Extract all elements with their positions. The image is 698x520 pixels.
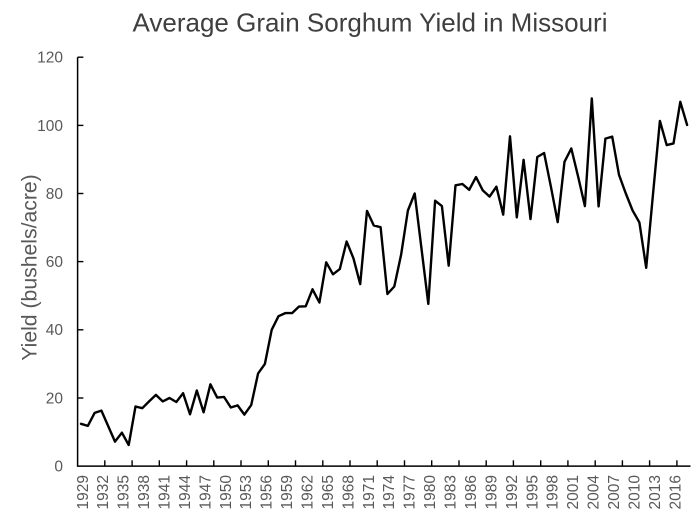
svg-text:1938: 1938 <box>136 475 153 509</box>
svg-text:60: 60 <box>46 254 64 271</box>
svg-text:40: 40 <box>46 322 64 339</box>
svg-text:120: 120 <box>37 50 63 67</box>
svg-text:1935: 1935 <box>116 475 133 509</box>
svg-text:1929: 1929 <box>75 475 92 509</box>
svg-text:1932: 1932 <box>95 475 112 509</box>
svg-text:1980: 1980 <box>422 475 439 510</box>
svg-text:1959: 1959 <box>279 475 296 509</box>
svg-text:2001: 2001 <box>565 475 582 509</box>
svg-text:1995: 1995 <box>524 475 541 509</box>
svg-text:1974: 1974 <box>381 475 398 510</box>
svg-text:1992: 1992 <box>504 475 521 509</box>
svg-text:1956: 1956 <box>259 475 276 509</box>
svg-text:1977: 1977 <box>402 475 419 509</box>
svg-text:2016: 2016 <box>667 475 684 509</box>
svg-text:2010: 2010 <box>626 475 643 510</box>
svg-text:1968: 1968 <box>340 475 357 509</box>
svg-text:Average Grain Sorghum Yield in: Average Grain Sorghum Yield in Missouri <box>133 7 608 37</box>
svg-text:1986: 1986 <box>463 475 480 509</box>
svg-text:2007: 2007 <box>606 475 623 509</box>
svg-text:2004: 2004 <box>586 475 603 510</box>
svg-text:1989: 1989 <box>483 475 500 509</box>
svg-text:2013: 2013 <box>647 475 664 509</box>
svg-text:1965: 1965 <box>320 475 337 509</box>
svg-text:Yield (bushels/acre): Yield (bushels/acre) <box>19 174 42 360</box>
svg-text:80: 80 <box>46 186 64 203</box>
svg-text:1998: 1998 <box>545 475 562 509</box>
svg-text:0: 0 <box>54 459 63 476</box>
svg-text:20: 20 <box>46 390 64 407</box>
svg-text:100: 100 <box>37 118 63 135</box>
svg-text:1947: 1947 <box>197 475 214 509</box>
svg-text:1944: 1944 <box>177 475 194 510</box>
svg-text:1941: 1941 <box>157 475 174 509</box>
svg-text:1953: 1953 <box>238 475 255 509</box>
svg-text:1962: 1962 <box>300 475 317 509</box>
svg-text:1983: 1983 <box>443 475 460 509</box>
svg-text:1950: 1950 <box>218 475 235 510</box>
svg-text:1971: 1971 <box>361 475 378 509</box>
